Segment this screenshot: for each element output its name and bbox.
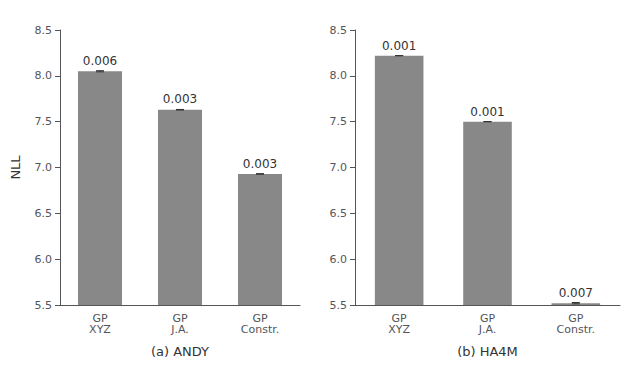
svg-text:8.5: 8.5 (35, 24, 53, 37)
svg-text:6.0: 6.0 (35, 253, 53, 266)
svg-text:7.5: 7.5 (35, 115, 53, 128)
svg-text:7.5: 7.5 (330, 115, 348, 128)
svg-text:GP: GP (92, 312, 108, 325)
svg-text:6.5: 6.5 (35, 207, 53, 220)
svg-text:J.A.: J.A. (478, 323, 497, 336)
svg-text:0.007: 0.007 (559, 286, 593, 300)
svg-text:GP: GP (252, 312, 268, 325)
svg-text:J.A.: J.A. (170, 323, 189, 336)
svg-text:8.0: 8.0 (35, 69, 53, 82)
svg-text:0.001: 0.001 (470, 105, 504, 119)
svg-text:GP: GP (479, 312, 496, 325)
svg-text:0.003: 0.003 (243, 157, 277, 171)
svg-text:XYZ: XYZ (89, 323, 111, 336)
svg-text:8.5: 8.5 (330, 24, 348, 37)
svg-text:Constr.: Constr. (241, 323, 279, 336)
svg-text:7.0: 7.0 (35, 161, 53, 174)
svg-text:(b) HA4M: (b) HA4M (457, 344, 518, 359)
svg-text:6.0: 6.0 (330, 253, 348, 266)
svg-text:GP: GP (172, 312, 188, 325)
svg-text:7.0: 7.0 (330, 161, 348, 174)
svg-text:GP: GP (391, 312, 407, 325)
svg-text:GP: GP (568, 312, 584, 325)
svg-text:5.5: 5.5 (330, 299, 348, 312)
svg-text:0.003: 0.003 (163, 92, 197, 106)
svg-text:(a) ANDY: (a) ANDY (151, 344, 209, 359)
svg-text:5.5: 5.5 (35, 299, 53, 312)
svg-text:6.5: 6.5 (330, 207, 348, 220)
svg-text:XYZ: XYZ (388, 323, 410, 336)
svg-text:NLL: NLL (8, 155, 23, 180)
svg-text:0.006: 0.006 (83, 54, 117, 68)
svg-text:8.0: 8.0 (330, 69, 348, 82)
svg-text:0.001: 0.001 (382, 39, 416, 53)
svg-text:Constr.: Constr. (557, 323, 595, 336)
